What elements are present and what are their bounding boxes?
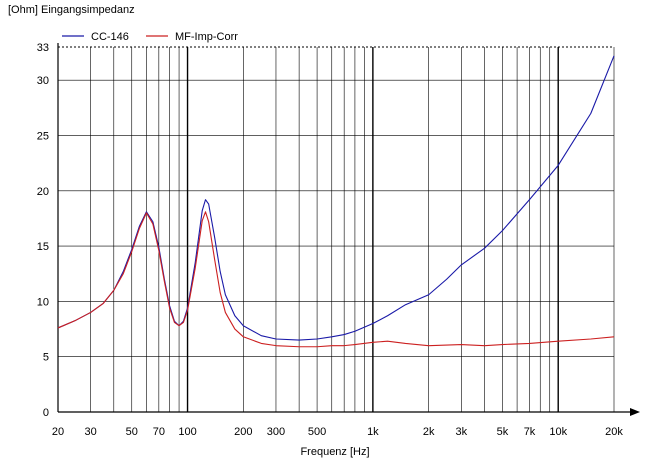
x-axis-title: Frequenz [Hz] [300, 446, 369, 458]
x-tick-label: 200 [234, 426, 252, 438]
y-tick-label: 20 [37, 186, 49, 198]
x-axis-ticks: 20 30 50 70 100 200 300 500 1k 2k 3k 5k 7k 10k 20k [52, 426, 623, 438]
legend-label: CC-146 [91, 31, 129, 43]
legend-label: MF-Imp-Corr [175, 31, 238, 43]
x-tick-label: 3k [455, 426, 467, 438]
x-tick-label: 2k [423, 426, 435, 438]
y-axis-ticks: 0 5 10 15 20 25 30 33 [37, 42, 49, 419]
x-tick-label: 300 [267, 426, 285, 438]
y-axis-title: [Ohm] Eingangsimpedanz [8, 4, 135, 16]
y-tick-label: 10 [37, 296, 49, 308]
x-tick-label: 500 [308, 426, 326, 438]
y-tick-label: 0 [43, 407, 49, 419]
series-line-0 [57, 55, 615, 341]
y-tick-label: 15 [37, 241, 49, 253]
x-tick-label: 70 [153, 426, 165, 438]
x-tick-label: 10k [549, 426, 567, 438]
y-tick-label: 30 [37, 75, 49, 87]
plot-grid [57, 43, 640, 416]
series-layer [57, 55, 615, 348]
y-tick-label: 33 [37, 42, 49, 54]
legend: CC-146 MF-Imp-Corr [62, 31, 238, 43]
x-tick-label: 5k [497, 426, 509, 438]
x-tick-label: 1k [367, 426, 379, 438]
x-tick-label: 7k [524, 426, 536, 438]
x-tick-label: 20 [52, 426, 64, 438]
y-tick-label: 5 [43, 352, 49, 364]
y-tick-label: 25 [37, 130, 49, 142]
x-tick-label: 100 [178, 426, 196, 438]
x-tick-label: 30 [85, 426, 97, 438]
series-line-1 [57, 211, 615, 348]
x-tick-label: 50 [126, 426, 138, 438]
x-axis-arrow-icon [630, 408, 640, 416]
x-tick-label: 20k [605, 426, 623, 438]
